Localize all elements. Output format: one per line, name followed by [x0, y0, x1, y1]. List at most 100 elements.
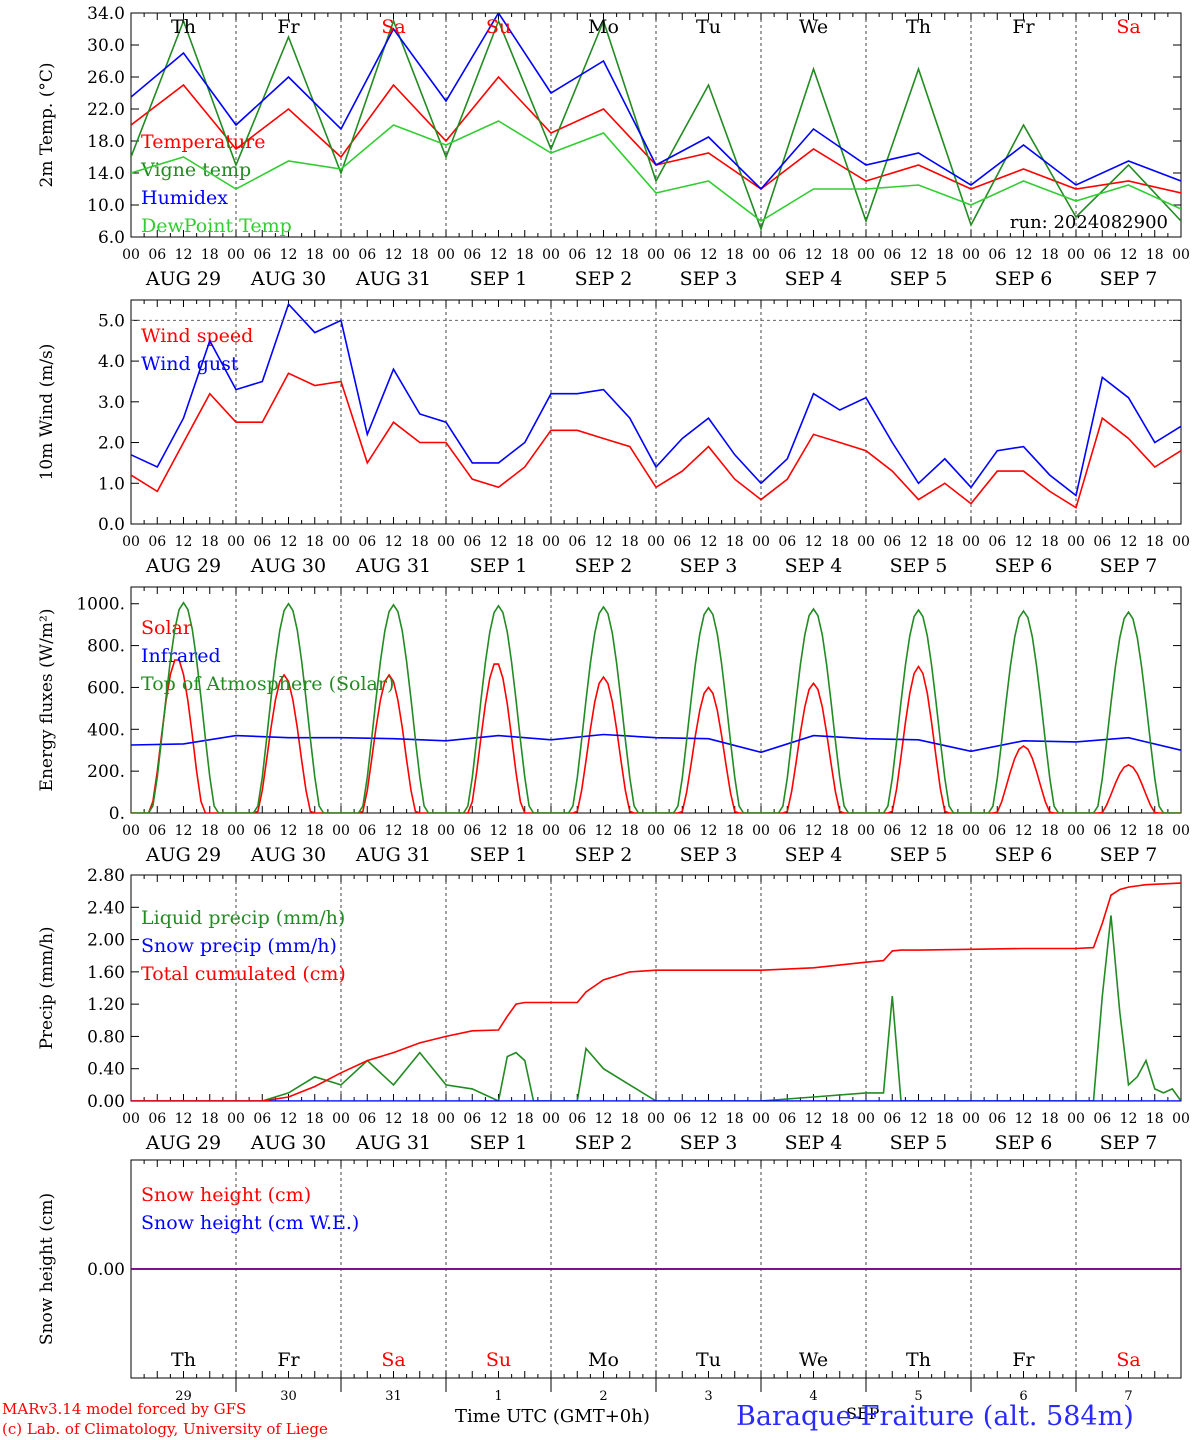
y-tick-label: 2.40 [87, 898, 125, 918]
hour-label: 18 [516, 823, 534, 839]
hour-label: 00 [122, 1111, 140, 1127]
hour-label: 12 [490, 823, 508, 839]
hour-label: 06 [778, 534, 796, 550]
hour-label: 12 [490, 1111, 508, 1127]
hour-label: 18 [726, 247, 744, 263]
y-tick-label: 0. [109, 804, 125, 824]
date-label: SEP 3 [680, 555, 738, 577]
hour-label: 12 [280, 247, 298, 263]
hour-label: 18 [1146, 247, 1164, 263]
hour-label: 00 [752, 1111, 770, 1127]
hour-label: 12 [700, 247, 718, 263]
hour-label: 18 [621, 247, 639, 263]
hour-label: 18 [411, 1111, 429, 1127]
hour-label: 00 [857, 247, 875, 263]
hour-label: 00 [227, 1111, 245, 1127]
date-label: AUG 29 [145, 268, 221, 290]
hour-label: 00 [752, 534, 770, 550]
hour-label: 12 [175, 823, 193, 839]
model-credit: MARv3.14 model forced by GFS (c) Lab. of… [2, 1399, 328, 1439]
bottom-weekday-label: Su [486, 1349, 511, 1371]
hour-label: 06 [148, 1111, 166, 1127]
hour-label: 12 [700, 1111, 718, 1127]
panel-4: 0.00 Snow height (cm) Snow height (cm) Snow… [37, 1159, 1182, 1379]
hour-label: 00 [1067, 823, 1085, 839]
date-label: AUG 30 [250, 844, 326, 866]
hour-label: 12 [1120, 1111, 1138, 1127]
hour-label: 12 [910, 1111, 928, 1127]
hour-label: 12 [175, 1111, 193, 1127]
legend-entry: Snow height (cm W.E.) [141, 1212, 359, 1234]
hour-label: 18 [1146, 534, 1164, 550]
hour-label: 12 [385, 1111, 403, 1127]
hour-label: 06 [568, 247, 586, 263]
model-credit-line1: MARv3.14 model forced by GFS [2, 1400, 247, 1418]
y-tick-label: 14.0 [87, 164, 125, 184]
hour-label: 00 [227, 247, 245, 263]
hour-label: 00 [752, 823, 770, 839]
hour-label: 12 [175, 534, 193, 550]
date-label: SEP 2 [575, 844, 633, 866]
y-tick-label: 10.0 [87, 196, 125, 216]
hour-label: 00 [542, 823, 560, 839]
y-tick-label: 2.00 [87, 931, 125, 951]
hour-label: 18 [306, 823, 324, 839]
weekday-label: Su [486, 16, 511, 38]
bottom-weekday-label: Fr [277, 1349, 300, 1371]
hour-label: 00 [1067, 534, 1085, 550]
hour-label: 00 [857, 1111, 875, 1127]
y-tick-label: 200. [87, 762, 125, 782]
panel-2: 0. 200. 400. 600. 800. 1000. Energy fluxes (W/… [37, 586, 1190, 866]
date-label: SEP 6 [995, 844, 1053, 866]
date-label: SEP 6 [995, 555, 1053, 577]
hour-label: 18 [726, 823, 744, 839]
hour-label: 18 [1041, 247, 1059, 263]
date-label: AUG 31 [355, 555, 431, 577]
hour-label: 18 [411, 823, 429, 839]
hour-label: 06 [673, 1111, 691, 1127]
hour-label: 18 [726, 1111, 744, 1127]
hour-label: 06 [568, 823, 586, 839]
bottom-day-number: 1 [494, 1389, 502, 1404]
legend-entry: Humidex [141, 187, 228, 209]
panel-frame [130, 299, 1182, 525]
y-tick-label: 4.0 [98, 352, 125, 372]
date-label: AUG 29 [145, 555, 221, 577]
hour-label: 06 [883, 247, 901, 263]
hour-label: 06 [1093, 1111, 1111, 1127]
hour-label: 00 [962, 247, 980, 263]
y-tick-label: 0.40 [87, 1060, 125, 1080]
hour-label: 00 [122, 247, 140, 263]
y-tick-label: 0.80 [87, 1027, 125, 1047]
hour-label: 12 [700, 534, 718, 550]
hour-label: 12 [595, 823, 613, 839]
y-tick-label: 1.20 [87, 995, 125, 1015]
y-tick-label: 1.0 [98, 474, 125, 494]
hour-label: 00 [332, 247, 350, 263]
bottom-weekday-label: Th [171, 1349, 196, 1371]
date-label: SEP 2 [575, 1132, 633, 1154]
hour-label: 06 [253, 247, 271, 263]
y-tick-label: 5.0 [98, 311, 125, 331]
date-label: SEP 3 [680, 1132, 738, 1154]
hour-label: 12 [280, 1111, 298, 1127]
hour-label: 06 [883, 534, 901, 550]
weekday-label: Sa [1116, 16, 1140, 38]
date-label: AUG 29 [145, 1132, 221, 1154]
hour-label: 06 [988, 534, 1006, 550]
hour-label: 00 [857, 534, 875, 550]
hour-label: 12 [595, 1111, 613, 1127]
legend-entry: Total cumulated (cm) [141, 963, 346, 985]
hour-label: 12 [1015, 823, 1033, 839]
date-label: AUG 30 [250, 1132, 326, 1154]
hour-label: 06 [988, 247, 1006, 263]
y-tick-label: 3.0 [98, 393, 125, 413]
weekday-label: Sa [381, 16, 405, 38]
bottom-weekday-label: Mo [588, 1349, 619, 1371]
hour-label: 18 [621, 1111, 639, 1127]
hour-label: 12 [1120, 823, 1138, 839]
hour-label: 18 [831, 534, 849, 550]
hour-label: 06 [778, 247, 796, 263]
hour-label: 00 [1172, 823, 1190, 839]
